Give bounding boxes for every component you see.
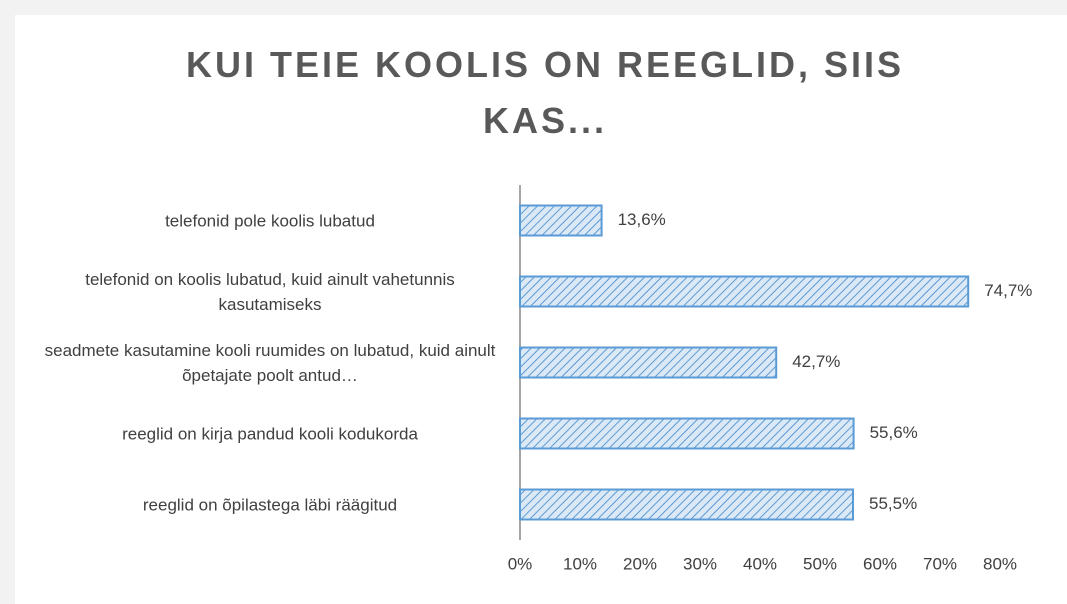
value-label: 13,6% <box>618 210 666 229</box>
x-tick-label: 70% <box>923 554 957 573</box>
value-label: 74,7% <box>984 281 1032 300</box>
x-tick-label: 30% <box>683 554 717 573</box>
category-label: telefonid on koolis lubatud, kuid ainult… <box>85 269 455 314</box>
chart: KUI TEIE KOOLIS ON REEGLID, SIIS KAS... … <box>15 15 1067 604</box>
x-tick-label: 80% <box>983 554 1017 573</box>
x-tick-label: 60% <box>863 554 897 573</box>
category-label: reeglid on õpilastega läbi räägitud <box>142 495 398 514</box>
bar <box>519 346 778 379</box>
bar <box>519 488 854 521</box>
bar <box>519 204 603 237</box>
category-label: reeglid on kirja pandud kooli kodukorda <box>122 424 418 443</box>
x-tick-label: 10% <box>563 554 597 573</box>
bar <box>519 417 855 450</box>
value-label: 55,5% <box>869 494 917 513</box>
value-label: 55,6% <box>870 423 918 442</box>
plot: 0% 10% 20% 30% 40% 50% 60% 70% 80% 13,6% 74,7% 42,7… <box>508 185 1032 573</box>
bar <box>519 275 970 308</box>
value-label: 42,7% <box>792 352 840 371</box>
category-label: seadmete kasutamine kooli ruumides on lu… <box>44 340 496 385</box>
x-tick-label: 20% <box>623 554 657 573</box>
x-tick-label: 50% <box>803 554 837 573</box>
x-tick-label: 40% <box>743 554 777 573</box>
chart-title: KUI TEIE KOOLIS ON REEGLID, SIIS KAS... <box>185 44 905 141</box>
x-tick-label: 0% <box>508 554 533 573</box>
category-label: telefonid pole koolis lubatud <box>165 211 375 230</box>
